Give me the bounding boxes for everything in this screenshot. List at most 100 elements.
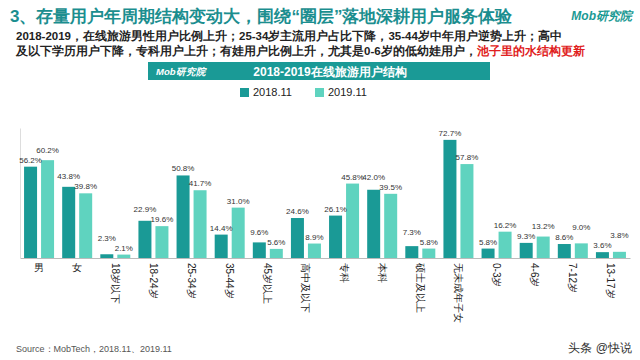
x-tick: 7-12岁 [567, 258, 578, 293]
x-tick: 无未成年子女 [453, 258, 464, 323]
x-tick-label: 0-3岁 [491, 263, 502, 287]
bar [308, 244, 321, 258]
x-tick-label: 25-34岁 [186, 263, 197, 299]
data-label: 22.9% [134, 205, 157, 214]
bar [329, 216, 342, 258]
data-label: 9.6% [250, 228, 268, 237]
bar [422, 249, 435, 258]
x-tick: 女 [72, 258, 82, 273]
data-label: 45.8% [341, 173, 364, 182]
bar [460, 164, 473, 258]
data-label: 3.6% [593, 241, 611, 250]
data-label: 26.1% [324, 205, 347, 214]
data-labels: 56.2%60.2%43.8%39.8%2.3%2.1%22.9%19.6%50… [19, 129, 628, 253]
x-tick: 0-3岁 [491, 258, 502, 287]
title: 3、存量用户年周期结构变动大，围绕“圈层”落地深耕用户服务体验 [10, 7, 513, 26]
subtitle-highlight: 池子里的水结构更新 [476, 44, 585, 58]
data-label: 8.6% [555, 233, 573, 242]
x-tick-label: 4-6岁 [529, 263, 540, 287]
x-tick-label: 高中及以下 [300, 263, 311, 313]
x-tick: 18岁以下 [110, 258, 121, 304]
bar [596, 252, 609, 258]
bar [232, 208, 245, 258]
legend-label: 2019.11 [328, 86, 367, 98]
subtitle-text: 及以下学历用户下降，专科用户上升；有娃用户比例上升，尤其是0-6岁的低幼娃用户， [15, 44, 477, 58]
x-tick-label: 女 [72, 262, 82, 273]
data-label: 14.4% [210, 224, 233, 233]
bar [62, 187, 75, 258]
data-label: 5.8% [479, 238, 497, 247]
bar [482, 249, 495, 258]
data-label: 31.0% [227, 197, 250, 206]
x-tick-label: 13-17岁 [605, 263, 616, 299]
y-axis [20, 129, 21, 259]
bars [24, 140, 626, 258]
x-tick: 男 [34, 258, 44, 273]
data-label: 5.8% [420, 238, 438, 247]
bar [405, 246, 418, 258]
bar [367, 190, 380, 258]
bar [100, 254, 113, 258]
bar [499, 232, 512, 258]
chart-container: 3、存量用户年周期结构变动大，围绕“圈层”落地深耕用户服务体验 Mob研究院 201… [0, 0, 640, 360]
bar [41, 160, 54, 258]
data-label: 72.7% [439, 129, 462, 138]
data-label: 43.8% [57, 172, 80, 181]
bar [613, 252, 626, 258]
bar [575, 243, 588, 258]
data-label: 42.0% [362, 173, 385, 182]
bar [138, 221, 151, 258]
subtitle-line: 及以下学历用户下降，专科用户上升；有娃用户比例上升，尤其是0-6岁的低幼娃用户，… [15, 44, 585, 58]
x-tick-label: 本科 [377, 263, 388, 283]
bar [346, 184, 359, 258]
watermark: 头条 @快说 [568, 341, 632, 355]
data-label: 8.9% [305, 233, 323, 242]
x-tick-label: 男 [34, 262, 44, 273]
bar [558, 244, 571, 258]
bar [291, 218, 304, 258]
data-label: 39.5% [379, 183, 402, 192]
bar [155, 226, 168, 258]
data-label: 50.8% [172, 164, 195, 173]
x-tick: 25-34岁 [186, 258, 197, 299]
data-label: 9.3% [517, 232, 535, 241]
bar [24, 167, 37, 258]
bar [215, 235, 228, 258]
x-tick: 本科 [377, 258, 388, 283]
bar [177, 175, 190, 258]
bar [194, 190, 207, 258]
x-tick-label: 18-24岁 [148, 263, 159, 299]
x-tick: 高中及以下 [300, 258, 311, 313]
data-label: 5.6% [267, 238, 285, 247]
legend: 2018.11 2019.11 [240, 86, 367, 98]
background [0, 0, 640, 360]
data-label: 3.8% [610, 231, 628, 240]
chart-title: 2018-2019在线旅游用户结构 [253, 65, 406, 79]
x-tick: 13-17岁 [605, 258, 616, 299]
x-tick-label: 硕士及以上 [415, 262, 426, 313]
data-label: 57.8% [456, 153, 479, 162]
bar [253, 242, 266, 258]
x-tick: 专科 [339, 258, 350, 283]
source: Source：MobTech，2018.11、2019.11 [16, 344, 172, 354]
data-label: 60.2% [36, 146, 59, 155]
subtitle-text: 2018-2019，在线旅游男性用户比例上升；25-34岁主流用户占比下降，35… [16, 29, 562, 43]
x-tick-label: 35-44岁 [224, 263, 235, 299]
x-tick-label: 45岁以上 [262, 263, 273, 304]
data-label: 2.1% [115, 244, 133, 253]
x-tick: 18-24岁 [148, 258, 159, 299]
bar [384, 194, 397, 258]
bar [117, 255, 130, 258]
x-tick: 45岁以上 [262, 258, 273, 304]
x-tick-label: 7-12岁 [567, 263, 578, 293]
data-label: 19.6% [151, 215, 174, 224]
data-label: 9.0% [572, 223, 590, 232]
x-tick-label: 18岁以下 [110, 263, 121, 304]
legend-label: 2018.11 [253, 86, 292, 98]
x-tick: 35-44岁 [224, 258, 235, 299]
legend-swatch [315, 88, 324, 97]
bar [79, 193, 92, 258]
header-logo: Mob研究院 [156, 66, 207, 77]
subtitle-line: 2018-2019，在线旅游男性用户比例上升；25-34岁主流用户占比下降，35… [16, 29, 562, 43]
data-label: 24.6% [286, 207, 309, 216]
